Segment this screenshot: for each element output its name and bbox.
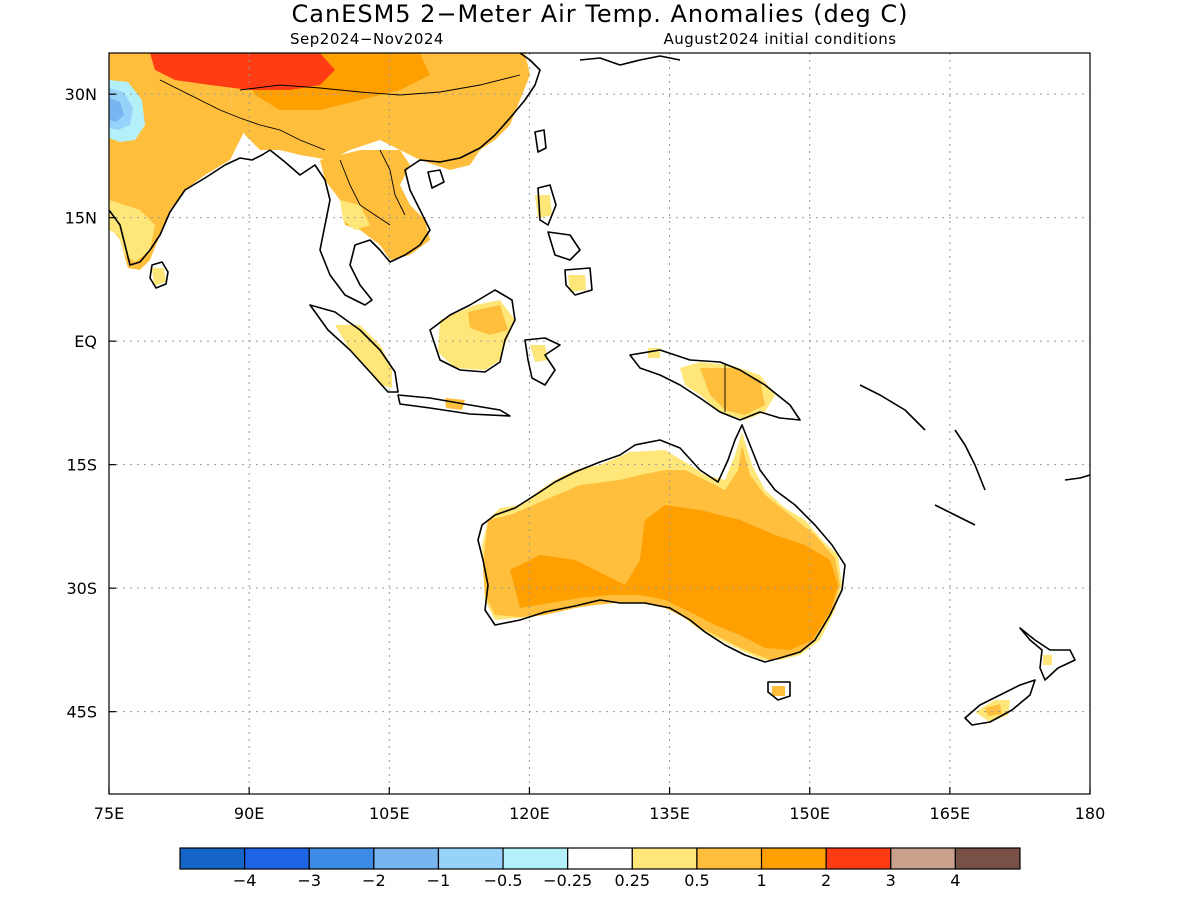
coastline-visayas [547, 231, 581, 261]
colorbar-label: 1 [756, 871, 766, 890]
coastline-australia [477, 424, 846, 663]
colorbar-swatch [502, 847, 569, 870]
colorbar-swatch [373, 847, 440, 870]
political-borders [159, 74, 521, 226]
coastline-solomon-islands [859, 384, 926, 431]
coastline-nz-south [964, 679, 1036, 726]
coastline-hainan [427, 169, 445, 189]
coastline-srilanka [149, 261, 169, 289]
anomaly-region-srilanka [152, 268, 166, 286]
colorbar-label: 2 [821, 871, 831, 890]
anomaly-region-indochina [320, 150, 430, 260]
colorbar-swatch [954, 847, 1021, 870]
colorbar-label: −0.25 [543, 871, 592, 890]
x-tick-label: 120E [509, 804, 550, 823]
x-tick-label: 75E [94, 804, 124, 823]
x-tick-label: 135E [649, 804, 690, 823]
colorbar-label: −0.5 [484, 871, 523, 890]
colorbar-label: 0.5 [684, 871, 709, 890]
anomaly-region-sulawesi [530, 345, 548, 362]
coastline-indochina [269, 53, 541, 306]
coastline-java [397, 394, 511, 417]
colorbar-label: −2 [362, 871, 386, 890]
coastline-taiwan [534, 129, 547, 153]
coastline-fiji [1064, 474, 1090, 481]
x-tick-label: 90E [234, 804, 264, 823]
colorbar-swatch [179, 847, 246, 870]
coastline-newguinea [629, 349, 801, 421]
colorbar-swatch [308, 847, 375, 870]
colorbar-swatch [631, 847, 698, 870]
colorbar-label: 0.25 [614, 871, 650, 890]
figure-title: CanESM5 2−Meter Air Temp. Anomalies (deg… [292, 0, 909, 28]
anomaly-region-cool-pakistan-3 [109, 98, 124, 122]
y-tick-label: 30N [65, 85, 97, 104]
colorbar-swatch [437, 847, 504, 870]
colorbar-swatch [890, 847, 956, 870]
colorbar-swatch [244, 847, 310, 870]
coastlines [109, 53, 1090, 726]
anomaly-region-nz-north [1043, 655, 1052, 665]
latitude-axis: 30N 15N EQ 15S 30S 45S [65, 85, 116, 722]
coastline-south-asia [109, 149, 271, 266]
period-subtitle: Sep2024−Nov2024 [290, 30, 444, 48]
x-tick-label: 165E [930, 804, 971, 823]
border-south-asia [159, 79, 326, 151]
y-tick-label: 15N [65, 209, 97, 228]
colorbar-swatch [696, 847, 763, 870]
lat-lon-grid [109, 53, 1090, 794]
x-tick-label: 180 [1075, 804, 1106, 823]
anomaly-region-mindanao [568, 275, 586, 292]
plot-frame [108, 52, 1091, 795]
y-tick-label: 15S [66, 456, 97, 475]
colorbar: −4 −3 −2 −1 −0.5 −0.25 0.25 0.5 1 2 3 4 [179, 847, 1021, 890]
anomaly-region-australia-strong [510, 505, 838, 650]
anomaly-region-tibet-hot [150, 53, 335, 90]
coastline-tasmania [767, 681, 791, 701]
y-tick-label: 45S [66, 703, 97, 722]
x-tick-label: 150E [789, 804, 830, 823]
anomaly-region-sumatra [335, 325, 392, 388]
colorbar-label: −1 [427, 871, 451, 890]
border-indochina-1 [339, 159, 391, 226]
coastline-borneo [429, 289, 516, 373]
anomaly-region-borneo-east [468, 305, 508, 335]
coastline-sulawesi [524, 337, 561, 386]
coastline-mindanao [564, 267, 593, 296]
y-tick-label: EQ [74, 332, 97, 351]
coastline-nz-north [1019, 627, 1076, 681]
anomaly-region-tasmania [772, 686, 785, 696]
coastline-sumatra [309, 304, 399, 393]
anomaly-region-newguinea-medium [700, 368, 765, 415]
border-china-north [239, 74, 521, 96]
colorbar-label: −3 [297, 871, 321, 890]
map-plot-area [109, 53, 1090, 794]
x-tick-label: 105E [369, 804, 410, 823]
coastline-vanuatu [954, 429, 986, 491]
border-indochina-2 [379, 149, 406, 216]
colorbar-label: −4 [233, 871, 257, 890]
colorbar-swatch [760, 847, 827, 870]
coastline-luzon [537, 184, 557, 226]
colorbar-label: 4 [950, 871, 960, 890]
anomaly-region-nz-south-medium [985, 704, 1002, 716]
anomaly-region-indochina-light [340, 200, 370, 230]
anomaly-region-india-light [109, 200, 155, 262]
colorbar-swatch [567, 847, 633, 870]
coastline-japan [579, 55, 681, 66]
y-tick-label: 30S [66, 579, 97, 598]
colorbar-swatch [825, 847, 892, 870]
longitude-axis: 75E 90E 105E 120E 135E 150E 165E 180 [94, 787, 1106, 823]
colorbar-label: 3 [886, 871, 896, 890]
initial-conditions-subtitle: August2024 initial conditions [663, 30, 896, 48]
anomaly-shading [109, 53, 1052, 722]
coastline-new-caledonia [934, 504, 976, 526]
